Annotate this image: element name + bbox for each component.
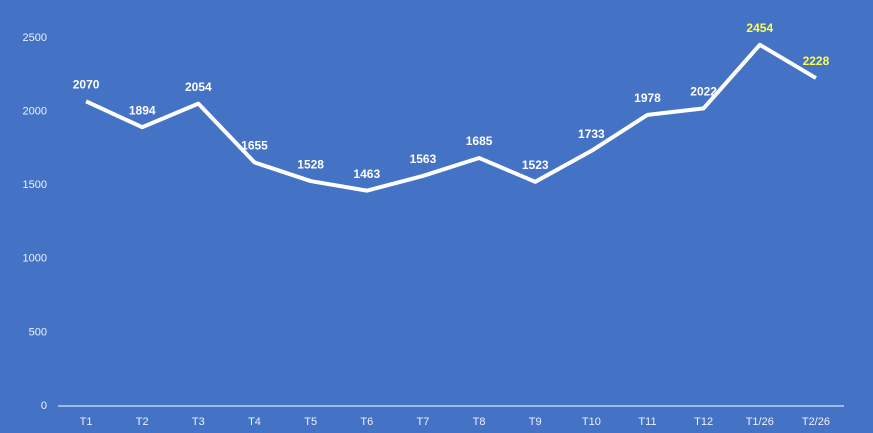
value-label: 2054 xyxy=(185,80,212,94)
value-label: 2070 xyxy=(73,77,100,91)
x-tick-label: T2 xyxy=(136,416,149,428)
y-tick-label: 0 xyxy=(41,400,47,412)
x-tick-label: T9 xyxy=(529,416,542,428)
x-tick-label: T5 xyxy=(304,416,317,428)
x-tick-label: T10 xyxy=(582,416,601,428)
x-tick-label: T11 xyxy=(638,416,656,428)
x-tick-label: T8 xyxy=(473,416,486,428)
x-tick-label: T4 xyxy=(248,416,261,428)
x-tick-label: T6 xyxy=(360,416,373,428)
y-tick-label: 2000 xyxy=(23,106,47,118)
x-tick-label: T2/26 xyxy=(802,416,830,428)
value-label: 1563 xyxy=(410,152,437,166)
y-tick-label: 500 xyxy=(29,326,47,338)
x-tick-label: T12 xyxy=(694,416,713,428)
x-tick-label: T1 xyxy=(80,416,93,428)
value-label: 1685 xyxy=(466,134,493,148)
y-tick-label: 1000 xyxy=(23,253,47,265)
value-label: 1978 xyxy=(634,91,661,105)
value-label: 2228 xyxy=(803,54,830,68)
y-tick-label: 1500 xyxy=(23,179,47,191)
x-tick-label: T7 xyxy=(417,416,430,428)
value-label: 2022 xyxy=(690,85,717,99)
value-label: 1733 xyxy=(578,127,605,141)
value-label: 1463 xyxy=(353,167,380,181)
y-tick-label: 2500 xyxy=(23,32,47,44)
x-tick-label: T3 xyxy=(192,416,205,428)
value-label: 2454 xyxy=(746,21,773,35)
value-label: 1523 xyxy=(522,158,549,172)
data-line xyxy=(85,42,817,193)
value-label: 1894 xyxy=(129,103,156,117)
x-tick-label: T1/26 xyxy=(746,416,774,428)
value-label: 1655 xyxy=(241,139,268,153)
value-label: 1528 xyxy=(297,157,324,171)
